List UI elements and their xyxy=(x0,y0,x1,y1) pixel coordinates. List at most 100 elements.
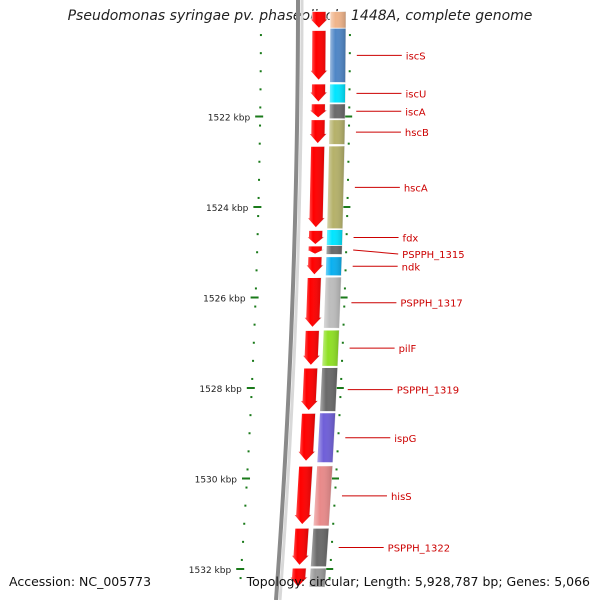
gene-arrow-gloss xyxy=(289,568,308,588)
scale-dot-right xyxy=(328,577,331,580)
scale-label: 1524 kbp xyxy=(206,204,249,214)
scale-dot xyxy=(256,233,259,236)
scale-dot xyxy=(258,178,261,181)
gene-label: PSPPH_1317 xyxy=(400,299,462,310)
scale-tick-right xyxy=(336,387,344,389)
gene-arrow-gloss xyxy=(303,277,322,328)
scale-dot-right xyxy=(348,124,351,127)
scale-dot xyxy=(250,396,253,399)
gene-arrow-gloss xyxy=(300,368,319,411)
scale-dot-right xyxy=(348,88,351,91)
gene-label: iscA xyxy=(405,107,425,118)
gene-label: hisS xyxy=(391,492,412,503)
gene-block-gloss xyxy=(329,28,346,83)
gene-arrow-gloss xyxy=(297,413,316,462)
gene-label: iscU xyxy=(405,89,426,100)
gene-label: PSPPH_1322 xyxy=(388,544,450,555)
scale-dot xyxy=(245,486,248,489)
gene-block-gloss xyxy=(321,330,340,367)
backbone-outer xyxy=(274,0,300,600)
gene-block-gloss xyxy=(329,103,346,119)
scale-dot-right xyxy=(340,377,343,380)
scale-dot xyxy=(246,468,249,471)
scale-tick xyxy=(242,477,251,480)
gene-block-gloss xyxy=(313,465,333,527)
gene-block-gloss xyxy=(326,145,345,229)
scale-tick-right xyxy=(326,568,334,570)
scale-dot xyxy=(254,287,257,290)
scale-dot xyxy=(257,215,260,218)
gene-label: fdx xyxy=(403,234,419,245)
scale-dot-right xyxy=(343,305,346,308)
gene-block-gloss xyxy=(326,229,343,246)
scale-dot xyxy=(258,142,261,145)
gene-arrow-gloss xyxy=(309,30,328,81)
scale-dot-right xyxy=(333,504,336,507)
gene-arrow-gloss xyxy=(293,466,313,525)
scale-dot xyxy=(240,558,243,561)
gene-label: PSPPH_1315 xyxy=(402,250,464,261)
scale-dot-right xyxy=(348,52,351,55)
gene-block-gloss xyxy=(329,11,346,29)
scale-label: 1530 kbp xyxy=(195,476,238,486)
scale-dot xyxy=(255,269,258,272)
scale-tick-right xyxy=(332,477,340,480)
scale-dot xyxy=(259,88,262,91)
gene-arrow-gloss xyxy=(307,146,326,228)
scale-tick xyxy=(250,296,259,299)
scale-dot xyxy=(249,414,252,417)
scale-tick xyxy=(253,206,262,208)
scale-dot-right xyxy=(341,341,344,344)
scale-dot xyxy=(252,359,255,362)
gene-block-gloss xyxy=(308,568,327,588)
scale-dot-right xyxy=(345,251,348,254)
scale-dot-right xyxy=(339,396,342,399)
gene-block-gloss xyxy=(329,83,346,103)
scale-dot-right xyxy=(344,269,347,272)
scale-dot xyxy=(243,522,246,525)
gene-arrow-gloss xyxy=(291,528,310,566)
scale-dot xyxy=(259,34,262,37)
gene-arrow-gloss xyxy=(308,119,327,144)
scale-dot-right xyxy=(336,450,339,453)
scale-dot-right xyxy=(346,196,349,199)
scale-dot xyxy=(248,432,251,435)
scale-dot-right xyxy=(329,558,332,561)
gene-arrow-gloss xyxy=(306,245,325,255)
scale-dot-right xyxy=(346,215,349,218)
leader-line xyxy=(353,249,399,255)
scale-dot-right xyxy=(338,414,341,417)
scale-dot xyxy=(251,377,254,380)
gene-arrow-gloss xyxy=(305,256,324,275)
scale-dot-right xyxy=(348,34,351,37)
scale-dot xyxy=(252,341,255,344)
gene-arrow-gloss xyxy=(309,83,328,103)
gene-block-gloss xyxy=(316,412,336,463)
gene-block-gloss xyxy=(325,256,342,276)
topology-label: Topology: circular; Length: 5,928,787 bp… xyxy=(246,574,590,589)
scale-tick-right xyxy=(345,115,353,118)
scale-tick xyxy=(246,387,255,389)
gene-label: hscA xyxy=(404,183,428,194)
scale-dot xyxy=(239,577,242,580)
scale-label: 1522 kbp xyxy=(208,114,251,124)
backbone-inner xyxy=(278,0,304,600)
gene-label: hscB xyxy=(405,128,429,139)
gene-arrow-gloss xyxy=(309,11,328,29)
scale-dot xyxy=(244,504,247,507)
scale-dot xyxy=(247,450,250,453)
scale-label: 1528 kbp xyxy=(199,385,242,395)
gene-label: pilF xyxy=(399,344,417,355)
scale-dot xyxy=(257,196,260,199)
scale-dot-right xyxy=(337,432,340,435)
gene-block-gloss xyxy=(310,528,329,567)
scale-dot-right xyxy=(347,160,350,163)
gene-label: iscS xyxy=(406,51,426,62)
gene-arrow-gloss xyxy=(306,230,325,245)
scale-dot-right xyxy=(347,178,350,181)
scale-label: 1526 kbp xyxy=(203,295,246,305)
scale-dot xyxy=(258,160,261,163)
scale-dot xyxy=(259,106,262,109)
scale-dot-right xyxy=(347,142,350,145)
